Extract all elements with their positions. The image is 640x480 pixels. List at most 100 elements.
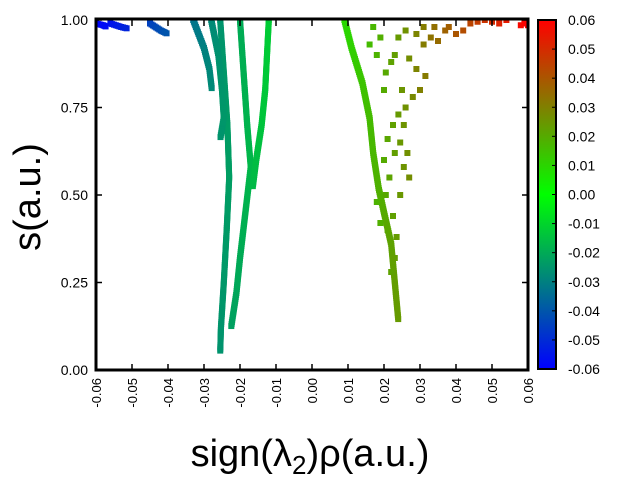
colorbar-tick-label: -0.01 (568, 216, 600, 232)
data-point (123, 25, 130, 32)
data-point (391, 52, 398, 58)
data-point (406, 55, 413, 62)
x-axis-ticks: -0.06 -0.05 -0.04 -0.03 -0.02 -0.01 0.00 0.01 0.… (89, 20, 536, 408)
x-tick-label: 0.06 (521, 378, 536, 403)
data-point (228, 323, 235, 330)
data-point (388, 59, 395, 65)
colorbar-tick-label: -0.06 (568, 361, 600, 377)
data-point (382, 69, 389, 76)
data-point (382, 192, 389, 198)
colorbar-tick-label: 0.04 (568, 70, 595, 86)
data-point (384, 227, 391, 233)
x-tick-label: 0.05 (485, 378, 500, 403)
x-tick-label: -0.06 (89, 378, 104, 408)
colorbar-tick-label: 0.02 (568, 128, 595, 144)
data-point (163, 30, 170, 37)
data-point (445, 24, 452, 30)
data-point (217, 134, 224, 141)
data-point (467, 20, 474, 27)
data-point (481, 20, 488, 23)
data-point (400, 164, 407, 170)
data-point (395, 316, 402, 323)
x-tick-label: -0.03 (197, 378, 212, 408)
x-axis-label: sign(λ2)ρ(a.u.) (191, 433, 430, 480)
data-points (96, 20, 528, 354)
data-point (381, 157, 387, 163)
x-tick-label: 0.01 (341, 378, 356, 403)
data-point (417, 87, 423, 93)
colorbar-tick-label: -0.04 (568, 303, 600, 319)
data-point (427, 34, 434, 41)
data-point (208, 85, 215, 92)
data-point (386, 174, 393, 181)
data-point (422, 73, 429, 79)
x-tick-label: -0.04 (161, 378, 176, 408)
y-axis-ticks: 0.00 0.25 0.50 0.75 1.00 (61, 12, 528, 378)
data-point (402, 27, 409, 34)
colorbar-tick-label: 0.06 (568, 12, 595, 28)
data-point (388, 269, 395, 275)
data-point (390, 122, 396, 128)
colorbar-tick-label: 0.01 (568, 157, 595, 173)
data-point (249, 183, 256, 190)
data-point (377, 220, 384, 226)
data-point (393, 234, 400, 240)
data-point (400, 122, 407, 128)
data-point (370, 24, 377, 30)
x-tick-label: 0.04 (449, 378, 464, 403)
data-point (404, 150, 411, 156)
data-point (517, 22, 524, 29)
data-point (453, 31, 459, 37)
y-tick-label: 0.00 (61, 362, 88, 378)
colorbar-tick-label: 0.05 (568, 41, 595, 57)
data-point (413, 66, 420, 72)
x-tick-label: 0.00 (305, 378, 320, 403)
data-point (395, 111, 402, 118)
data-point (521, 20, 528, 27)
y-axis-label: s(a.u.) (7, 143, 49, 251)
data-point (366, 41, 373, 48)
data-point (391, 255, 398, 261)
data-point (391, 150, 398, 156)
data-point (413, 31, 420, 37)
data-point (406, 174, 413, 181)
x-tick-label: -0.01 (269, 378, 284, 408)
data-point (496, 20, 503, 27)
colorbar: 0.06 0.05 0.04 0.03 0.02 0.01 0.00 -0.01 -0.02 -0… (537, 12, 600, 377)
data-point (217, 347, 224, 354)
data-point (474, 20, 481, 25)
data-point (102, 23, 109, 30)
data-point (397, 139, 404, 146)
x-tick-label: -0.05 (125, 378, 140, 408)
data-point (381, 87, 387, 93)
y-tick-label: 0.75 (61, 100, 88, 116)
data-point (460, 27, 467, 34)
data-point (431, 24, 438, 30)
y-tick-label: 0.25 (61, 275, 88, 291)
y-tick-label: 0.50 (61, 187, 88, 203)
data-point (420, 24, 427, 30)
x-tick-label: -0.02 (233, 378, 248, 408)
colorbar-tick-label: 0.00 (568, 187, 595, 203)
data-point (384, 136, 391, 142)
data-point (395, 34, 402, 41)
colorbar-tick-label: -0.05 (568, 332, 600, 348)
data-point (373, 52, 380, 58)
data-point (377, 34, 384, 41)
data-point (399, 87, 405, 93)
x-tick-label: 0.02 (377, 378, 392, 403)
data-point (373, 199, 380, 205)
data-point (420, 41, 427, 48)
data-point (402, 104, 409, 111)
plot-frame (94, 17, 530, 372)
colorbar-tick-label: -0.02 (568, 245, 600, 261)
data-point (390, 213, 396, 219)
x-tick-label: 0.03 (413, 378, 428, 403)
colorbar-tick-label: -0.03 (568, 274, 600, 290)
data-point (442, 27, 449, 34)
colorbar-tick-label: 0.03 (568, 99, 595, 115)
data-point (503, 20, 510, 23)
data-point (397, 192, 404, 198)
data-point (409, 94, 416, 100)
